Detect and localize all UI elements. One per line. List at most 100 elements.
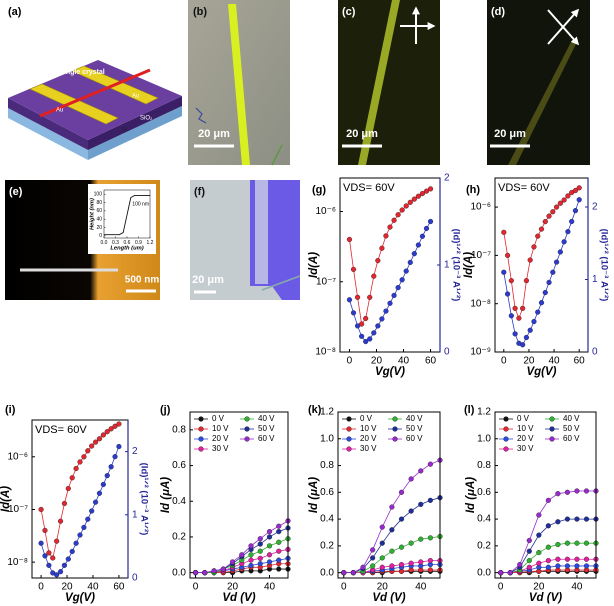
data-point bbox=[57, 518, 64, 524]
panel-label: (c) bbox=[342, 6, 356, 18]
x-tick-label: 40 bbox=[415, 582, 427, 593]
data-point bbox=[248, 562, 254, 569]
panel-label: (j) bbox=[160, 404, 171, 416]
x-tick-label: 0 bbox=[501, 356, 507, 367]
y2-axis-label: (Id)¹ᐟ² (10⁻³ A¹ᐟ²) bbox=[450, 229, 461, 302]
x-tick-label: 40 bbox=[398, 356, 410, 367]
data-point bbox=[266, 552, 273, 558]
legend-swatch bbox=[244, 416, 250, 422]
data-point bbox=[363, 315, 369, 322]
data-point bbox=[92, 499, 99, 505]
y-tick-label: 60 bbox=[96, 208, 102, 214]
data-point bbox=[427, 497, 433, 503]
data-point bbox=[535, 309, 541, 315]
electrode-label: Au bbox=[132, 94, 139, 100]
y-tick-label: 40 bbox=[96, 217, 102, 223]
plot-area bbox=[495, 178, 588, 352]
data-point bbox=[89, 508, 95, 514]
data-point bbox=[419, 233, 426, 239]
data-point bbox=[346, 297, 353, 303]
data-point bbox=[399, 207, 405, 213]
data-point bbox=[504, 291, 511, 297]
y-axis-label: Id(A) bbox=[308, 252, 320, 278]
legend-label: 10 V bbox=[517, 424, 534, 433]
data-point bbox=[38, 540, 44, 546]
data-point bbox=[427, 535, 433, 541]
data-point bbox=[520, 342, 526, 348]
y-tick-label: 80 bbox=[96, 200, 102, 206]
data-point bbox=[550, 209, 556, 215]
legend-label: 40 V bbox=[563, 414, 580, 423]
y2-tick-label: 1 bbox=[592, 274, 598, 285]
panel-label: (a) bbox=[8, 6, 22, 18]
data-point bbox=[192, 570, 199, 576]
data-point bbox=[536, 532, 542, 538]
legend-label: 50 V bbox=[563, 424, 580, 433]
data-point bbox=[257, 555, 263, 561]
data-point bbox=[116, 443, 122, 450]
legend-label: 30 V bbox=[360, 444, 377, 453]
y-tick-label: 10⁻⁶ bbox=[7, 451, 28, 462]
y-tick-label: 0.4 bbox=[320, 514, 334, 525]
data-point bbox=[46, 562, 52, 568]
legend-swatch bbox=[503, 436, 509, 442]
data-point bbox=[555, 541, 561, 548]
data-point bbox=[555, 491, 561, 497]
legend-label: 30 V bbox=[212, 444, 229, 453]
data-point bbox=[50, 555, 56, 561]
data-point bbox=[583, 540, 590, 546]
data-point bbox=[407, 199, 413, 205]
chart: 0 20 40 0.0 0.2 0.4 0.6 0.8 1.0 1.2 Vd (V) Id (μA) (… bbox=[308, 404, 443, 604]
data-point bbox=[85, 516, 91, 522]
legend-label: 30 V bbox=[517, 444, 534, 453]
oxide-left bbox=[8, 98, 88, 150]
x-tick-label: 0 bbox=[341, 582, 347, 593]
legend-swatch bbox=[198, 426, 204, 432]
y2-tick-label: 2 bbox=[592, 202, 598, 213]
data-point bbox=[69, 475, 75, 481]
panel-label: (k) bbox=[308, 404, 322, 416]
legend-label: 60 V bbox=[563, 434, 580, 443]
y-tick-label: 0.6 bbox=[320, 487, 334, 498]
x-tick-label: 40 bbox=[87, 582, 99, 593]
data-point bbox=[46, 550, 52, 556]
y-tick-label: 10⁻⁸ bbox=[7, 557, 28, 568]
y2-tick-label: 1 bbox=[444, 260, 450, 271]
substrate-label: Si bbox=[122, 128, 127, 134]
data-point bbox=[545, 523, 551, 529]
data-point bbox=[557, 249, 563, 255]
x-tick-label: 0 bbox=[38, 582, 44, 593]
chart: 0 20 40 60 10⁻⁸ 10⁻⁷ 10⁻⁶ 0 1 2 Vg(V) Id(A) (Id)¹ᐟ² … bbox=[0, 404, 149, 604]
y-tick-label: 0.6 bbox=[477, 487, 491, 498]
data-point bbox=[415, 193, 421, 199]
data-point bbox=[276, 539, 282, 545]
y-tick-label: 0.0 bbox=[320, 567, 334, 578]
data-point bbox=[276, 557, 282, 563]
data-point bbox=[367, 294, 373, 300]
data-point bbox=[81, 524, 87, 531]
data-point bbox=[501, 269, 507, 275]
chart: 0.0 0.3 0.6 0.9 1.2 0 20 40 60 80 100 Length (um) He… bbox=[90, 189, 154, 252]
data-point bbox=[370, 547, 376, 553]
data-point bbox=[527, 257, 533, 263]
data-point bbox=[526, 564, 532, 570]
data-point bbox=[359, 333, 365, 339]
data-point bbox=[527, 327, 533, 333]
data-point bbox=[427, 218, 434, 225]
data-point bbox=[403, 268, 409, 274]
data-point bbox=[561, 197, 567, 203]
legend-swatch bbox=[549, 416, 555, 422]
panel-label: (e) bbox=[9, 186, 23, 198]
data-point bbox=[379, 524, 385, 530]
data-point bbox=[100, 432, 106, 438]
data-point bbox=[379, 564, 385, 570]
legend-label: 10 V bbox=[212, 424, 229, 433]
data-point bbox=[108, 426, 114, 432]
scale-label: 20 μm bbox=[198, 128, 230, 140]
data-point bbox=[375, 323, 381, 329]
chart: 0 20 40 60 10⁻⁹ 10⁻⁸ 10⁻⁷ 10⁻⁶ 0 1 2 Vg(V) Id(A) (Id)… bbox=[463, 177, 609, 378]
legend-swatch bbox=[392, 426, 398, 432]
y-tick-label: 10⁻⁹ bbox=[470, 347, 491, 358]
data-point bbox=[379, 555, 385, 561]
data-point bbox=[418, 501, 424, 507]
